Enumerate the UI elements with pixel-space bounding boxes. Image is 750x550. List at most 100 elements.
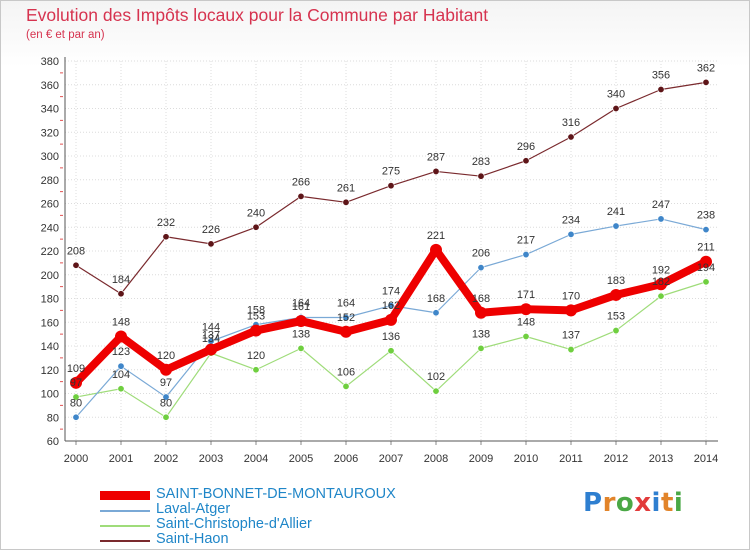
y-tick-label: 200 [41, 270, 59, 282]
data-label: 232 [157, 217, 175, 229]
data-label: 217 [517, 235, 535, 247]
x-tick-label: 2002 [154, 453, 178, 465]
data-point [702, 78, 710, 86]
legend-label-saint-christophe: Saint-Christophe-d'Allier [156, 516, 312, 532]
y-tick-label: 360 [41, 80, 59, 92]
logo-letter: t [660, 488, 674, 518]
logo-letter: o [615, 488, 635, 518]
data-point [340, 325, 352, 338]
data-label: 168 [472, 293, 490, 305]
x-tick-label: 2007 [379, 453, 403, 465]
data-label: 158 [247, 305, 265, 317]
data-point [387, 302, 395, 310]
data-label: 194 [697, 262, 715, 274]
data-label: 153 [607, 311, 625, 323]
data-label: 138 [292, 328, 310, 340]
data-label: 120 [157, 350, 175, 362]
data-label: 174 [382, 286, 400, 298]
x-tick-label: 2006 [334, 453, 358, 465]
data-point [522, 251, 530, 259]
data-point [160, 363, 172, 376]
legend-label-saint-haon: Saint-Haon [156, 531, 229, 547]
y-tick-label: 180 [41, 294, 59, 306]
data-label: 356 [652, 70, 670, 82]
data-label: 211 [697, 242, 715, 254]
data-point [657, 86, 665, 94]
data-label: 226 [202, 224, 220, 236]
data-point [612, 327, 620, 335]
data-label: 287 [427, 151, 445, 163]
data-point [657, 292, 665, 300]
y-tick-label: 260 [41, 199, 59, 211]
data-label: 168 [427, 293, 445, 305]
data-label: 80 [70, 397, 82, 409]
proxiti-logo: Proxiti [583, 488, 683, 518]
data-point [72, 393, 80, 401]
data-point [610, 288, 622, 301]
legend-label-saint-bonnet: SAINT-BONNET-DE-MONTAUROUX [156, 486, 396, 502]
data-label: 97 [160, 377, 172, 389]
data-label: 316 [562, 117, 580, 129]
data-label: 340 [607, 89, 625, 101]
data-point [72, 261, 80, 269]
y-tick-label: 280 [41, 175, 59, 187]
data-label: 192 [652, 264, 670, 276]
data-point [477, 264, 485, 272]
data-point [342, 313, 350, 321]
x-tick-label: 2008 [424, 453, 448, 465]
data-point [252, 223, 260, 231]
data-point [612, 222, 620, 230]
x-tick-label: 2001 [109, 453, 133, 465]
x-tick-label: 2005 [289, 453, 313, 465]
y-tick-label: 160 [41, 317, 59, 329]
data-point [432, 167, 440, 175]
data-label: 247 [652, 199, 670, 211]
data-point [297, 192, 305, 200]
legend-swatch-laval-atger [100, 510, 150, 512]
data-label: 120 [247, 350, 265, 362]
data-label: 241 [607, 206, 625, 218]
data-label: 148 [517, 317, 535, 329]
data-label: 148 [112, 317, 130, 329]
data-point [567, 133, 575, 141]
data-point [162, 413, 170, 421]
data-label: 240 [247, 207, 265, 219]
logo-letter: i [673, 488, 684, 518]
data-label: 238 [697, 210, 715, 222]
data-label: 221 [427, 230, 445, 242]
data-label: 170 [562, 290, 580, 302]
data-point [72, 413, 80, 421]
data-point [342, 198, 350, 206]
data-point [700, 255, 712, 268]
logo-letter: i [651, 488, 661, 518]
data-point [295, 315, 307, 328]
data-point [475, 306, 487, 319]
y-tick-label: 300 [41, 151, 59, 163]
data-label: 134 [202, 333, 220, 345]
data-point [522, 157, 530, 165]
data-label: 144 [202, 321, 220, 333]
data-point [657, 215, 665, 223]
data-point [162, 233, 170, 241]
data-label: 206 [472, 248, 490, 260]
data-label: 109 [67, 363, 85, 375]
data-label: 104 [112, 369, 130, 381]
logo-letter: r [602, 488, 616, 518]
y-tick-label: 320 [41, 127, 59, 139]
x-tick-label: 2012 [604, 453, 628, 465]
legend-swatch-saint-christophe [100, 525, 150, 527]
y-tick-label: 340 [41, 104, 59, 116]
data-point [520, 303, 532, 316]
x-tick-label: 2000 [64, 453, 88, 465]
data-label: 208 [67, 245, 85, 257]
data-label: 137 [562, 330, 580, 342]
data-label: 97 [70, 377, 82, 389]
data-point [252, 366, 260, 374]
y-tick-label: 220 [41, 246, 59, 258]
data-point [655, 278, 667, 291]
legend-swatch-saint-haon [100, 540, 150, 542]
logo-letter: P [583, 488, 603, 518]
data-label: 162 [382, 300, 400, 312]
data-label: 136 [382, 331, 400, 343]
